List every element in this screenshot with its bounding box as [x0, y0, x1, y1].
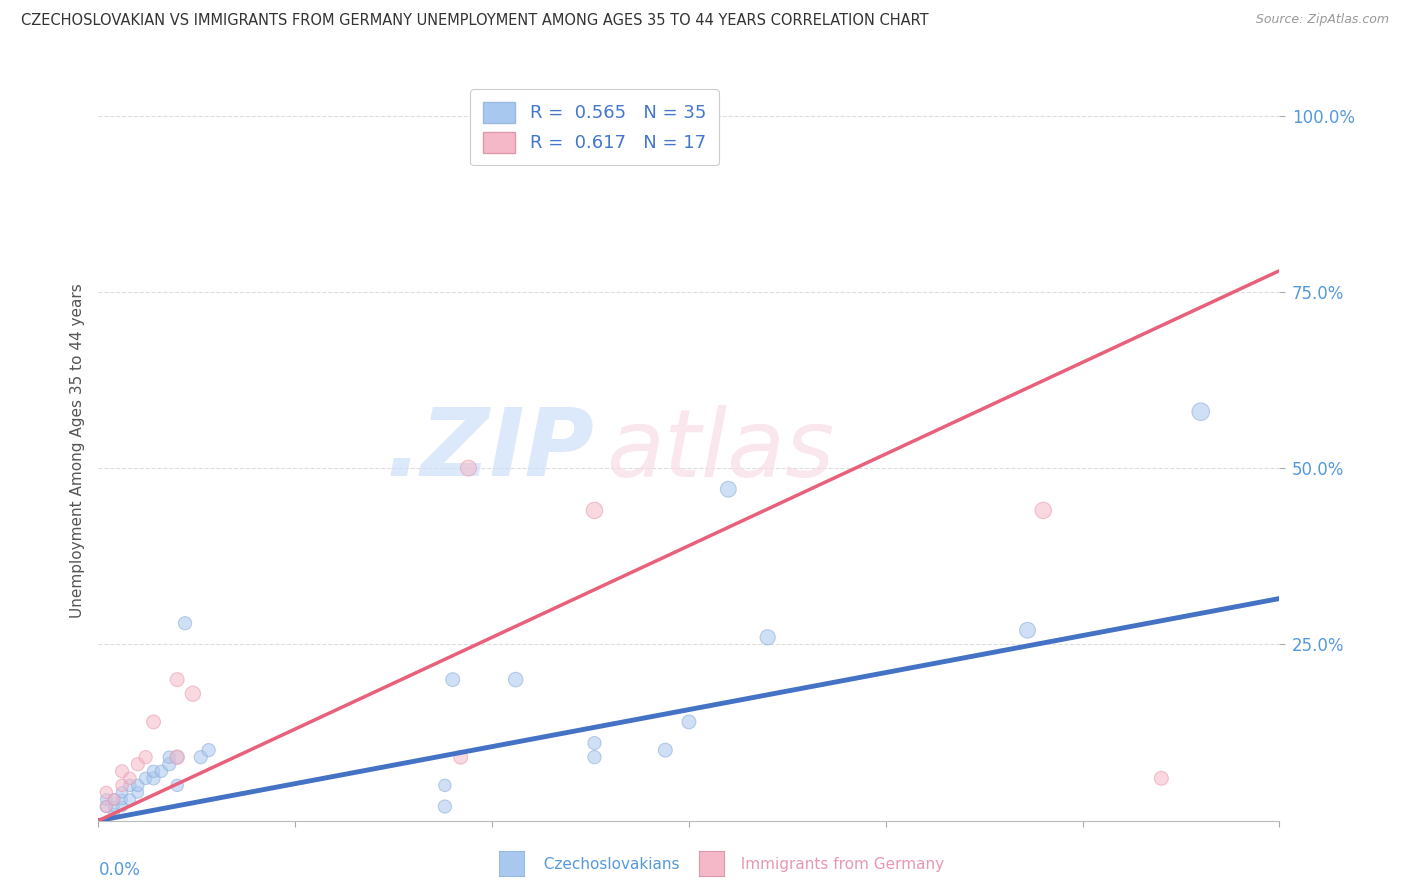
Point: [127, 757, 149, 772]
Point: [111, 764, 134, 779]
Point: [505, 673, 527, 687]
Point: [433, 799, 456, 814]
Point: [181, 687, 204, 701]
Point: [150, 764, 173, 779]
Point: [111, 778, 134, 792]
Text: atlas: atlas: [606, 405, 835, 496]
Point: [135, 772, 157, 786]
Point: [433, 778, 456, 792]
Point: [135, 750, 157, 764]
Y-axis label: Unemployment Among Ages 35 to 44 years: Unemployment Among Ages 35 to 44 years: [69, 283, 84, 618]
Point: [1017, 624, 1039, 638]
Text: CZECHOSLOVAKIAN VS IMMIGRANTS FROM GERMANY UNEMPLOYMENT AMONG AGES 35 TO 44 YEAR: CZECHOSLOVAKIAN VS IMMIGRANTS FROM GERMA…: [21, 13, 929, 29]
Point: [96, 792, 118, 806]
Point: [96, 799, 118, 814]
Legend: R =  0.565   N = 35, R =  0.617   N = 17: R = 0.565 N = 35, R = 0.617 N = 17: [470, 89, 718, 165]
Point: [118, 792, 141, 806]
Point: [583, 503, 606, 517]
Text: 0.0%: 0.0%: [98, 862, 141, 880]
Point: [166, 750, 188, 764]
Point: [1032, 503, 1054, 517]
Point: [111, 792, 134, 806]
Point: [103, 806, 125, 821]
Point: [142, 714, 165, 729]
Point: [166, 778, 188, 792]
Point: [96, 799, 118, 814]
Point: [174, 616, 197, 631]
Point: [142, 772, 165, 786]
Point: [118, 772, 141, 786]
Point: [96, 785, 118, 799]
Point: [190, 750, 212, 764]
Point: [127, 785, 149, 799]
Point: [457, 461, 479, 475]
Text: Immigrants from Germany: Immigrants from Germany: [731, 857, 945, 872]
Point: [157, 757, 180, 772]
Point: [197, 743, 219, 757]
Point: [118, 778, 141, 792]
Point: [166, 750, 188, 764]
Point: [1189, 405, 1212, 419]
Point: [111, 785, 134, 799]
Point: [166, 673, 188, 687]
Point: [157, 750, 180, 764]
Point: [142, 764, 165, 779]
Point: [583, 736, 606, 750]
Point: [111, 799, 134, 814]
Text: Source: ZipAtlas.com: Source: ZipAtlas.com: [1256, 13, 1389, 27]
Point: [103, 792, 125, 806]
Text: Czechoslovakians: Czechoslovakians: [534, 857, 679, 872]
Point: [1150, 772, 1173, 786]
Point: [450, 750, 472, 764]
Point: [583, 750, 606, 764]
Point: [441, 673, 464, 687]
Point: [103, 799, 125, 814]
Point: [654, 743, 676, 757]
Point: [678, 714, 700, 729]
Text: .ZIP: .ZIP: [385, 404, 595, 497]
Point: [103, 792, 125, 806]
Point: [127, 778, 149, 792]
Point: [756, 630, 779, 644]
Point: [717, 482, 740, 496]
